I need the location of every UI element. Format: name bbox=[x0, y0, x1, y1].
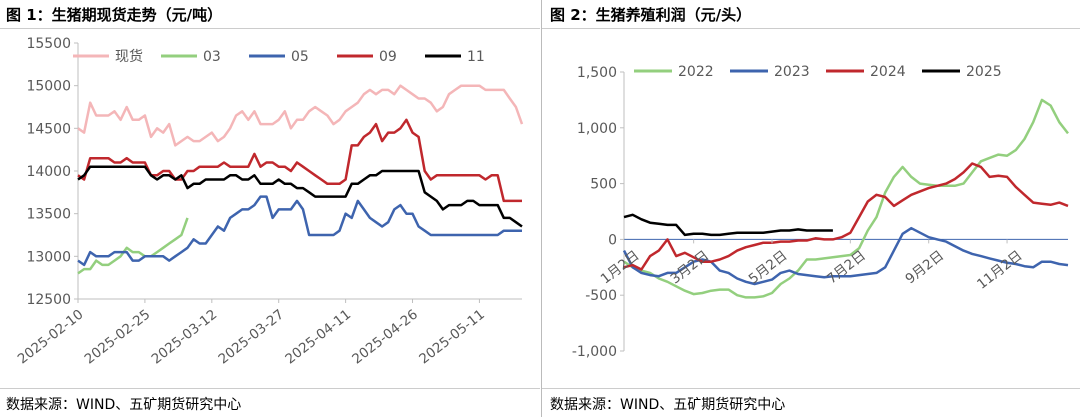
series-line-现货 bbox=[77, 84, 524, 147]
source-note-right: 数据来源：WIND、五矿期货研究中心 bbox=[550, 397, 786, 413]
y-tick-label: 500 bbox=[590, 177, 617, 193]
chart-futures-spot: 155001500014500140001350013000125002025-… bbox=[15, 36, 524, 368]
source-divider bbox=[542, 388, 1080, 389]
legend-label-2022: 2022 bbox=[678, 64, 714, 80]
x-tick-label: 2025-03-27 bbox=[215, 307, 287, 368]
legend-label-03: 03 bbox=[203, 49, 221, 65]
y-tick-label: 15000 bbox=[26, 79, 71, 95]
series-line-2022 bbox=[623, 98, 1069, 299]
source-note-left: 数据来源：WIND、五矿期货研究中心 bbox=[6, 397, 242, 413]
source-divider bbox=[0, 388, 540, 389]
x-tick-label: 2025-04-26 bbox=[349, 307, 421, 368]
y-tick-label: -1,000 bbox=[572, 344, 617, 360]
y-tick-label: 0 bbox=[608, 232, 617, 248]
legend-label-09: 09 bbox=[379, 49, 397, 65]
y-tick-label: 15500 bbox=[26, 36, 71, 52]
title-divider bbox=[542, 28, 1080, 29]
x-tick-label: 2025-05-11 bbox=[416, 307, 488, 368]
panel-profit: 图 2：生猪养殖利润（元/头） 1,500 1,000 500 0 -500 -1,000… bbox=[541, 0, 1080, 417]
series-line-05 bbox=[77, 195, 522, 267]
x-tick-label: 2025-02-25 bbox=[82, 307, 154, 368]
y-tick-label: 13000 bbox=[26, 249, 71, 265]
panel-futures-spot: 图 1：生猪期现货走势（元/吨） 15500 15000 14500 14000 135… bbox=[0, 6, 540, 413]
x-tick-label: 11月2日 bbox=[974, 248, 1025, 293]
y-tick-label: 14000 bbox=[26, 164, 71, 180]
legend-label-现货: 现货 bbox=[115, 48, 143, 65]
legend-label-2025: 2025 bbox=[966, 64, 1002, 80]
y-tick-label: 1,000 bbox=[577, 121, 617, 137]
x-tick-label: 2025-02-10 bbox=[15, 307, 87, 368]
series-line-2024 bbox=[623, 162, 1069, 271]
y-tick-label: 13500 bbox=[26, 207, 71, 223]
legend-label-11: 11 bbox=[467, 49, 485, 65]
x-tick-label: 2025-04-11 bbox=[282, 307, 354, 368]
y-tick-label: -500 bbox=[585, 288, 617, 304]
x-tick-label: 9月2日 bbox=[902, 248, 947, 288]
x-tick-label: 2025-03-12 bbox=[149, 307, 221, 368]
series-line-03 bbox=[77, 217, 189, 275]
legend-label-2024: 2024 bbox=[870, 64, 906, 80]
legend-label-2023: 2023 bbox=[774, 64, 810, 80]
legend-label-05: 05 bbox=[291, 49, 309, 65]
chart-title-left: 图 1：生猪期现货走势（元/吨） bbox=[6, 6, 223, 24]
y-tick-label: 1,500 bbox=[577, 65, 617, 81]
x-tick-label: 7月2日 bbox=[824, 248, 869, 288]
series-line-11 bbox=[77, 165, 523, 228]
series-line-2025 bbox=[623, 213, 833, 237]
y-tick-label: 12500 bbox=[26, 292, 71, 308]
y-tick-label: 14500 bbox=[26, 121, 71, 137]
chart-title-right: 图 2：生猪养殖利润（元/头） bbox=[550, 6, 752, 24]
title-divider bbox=[0, 28, 540, 29]
